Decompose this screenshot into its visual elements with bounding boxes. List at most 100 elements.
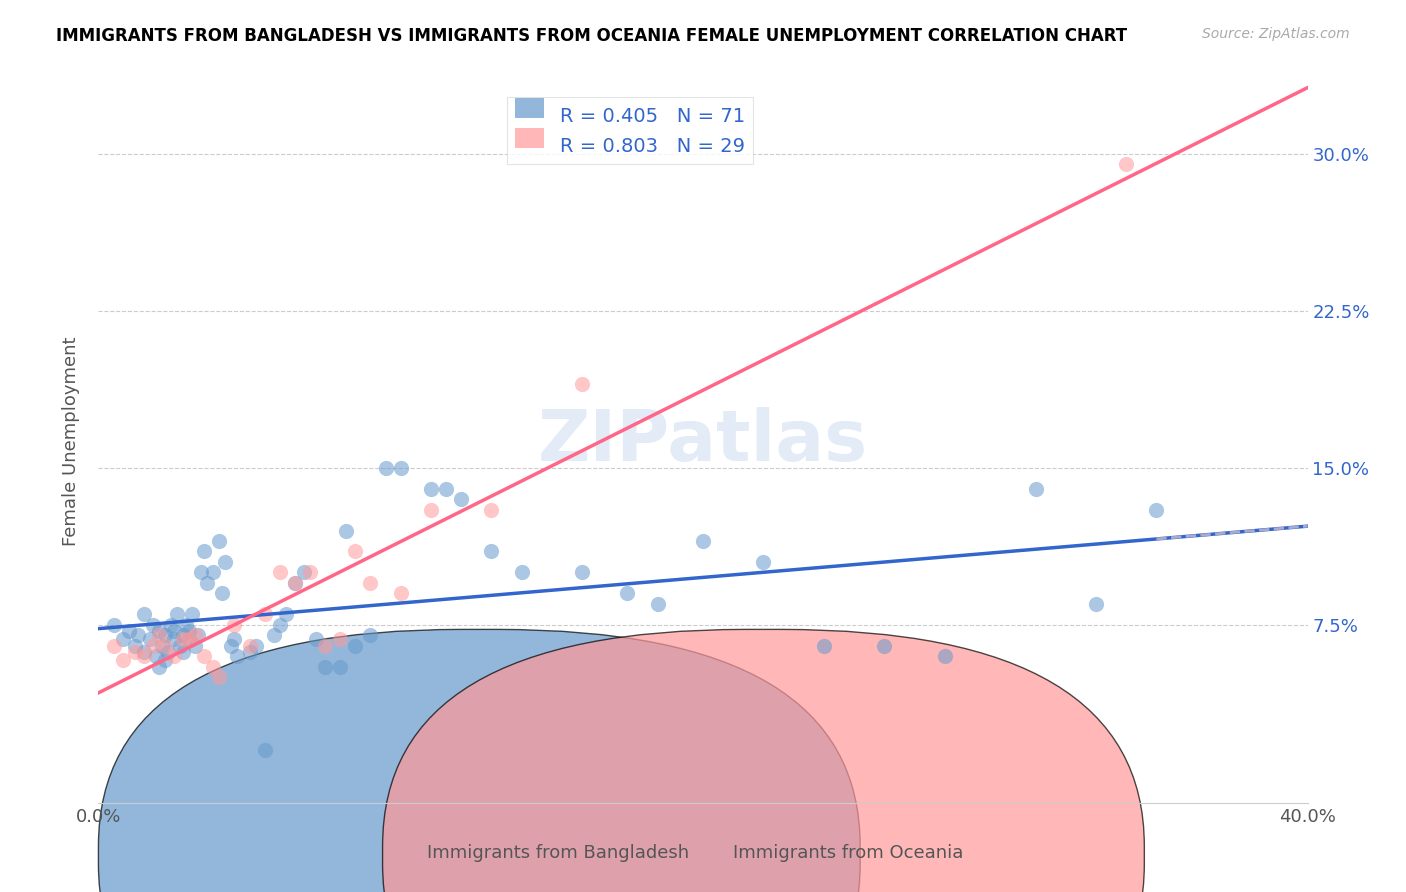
- Point: [195, 575, 218, 590]
- Text: ZIPatlas: ZIPatlas: [538, 407, 868, 476]
- Point: [329, 632, 352, 647]
- Point: [172, 645, 194, 659]
- Point: [450, 492, 472, 507]
- Point: [156, 645, 179, 659]
- Point: [179, 624, 201, 638]
- Point: [179, 632, 201, 647]
- Point: [226, 649, 249, 664]
- Point: [153, 639, 176, 653]
- Point: [142, 639, 165, 653]
- Text: Immigrants from Oceania: Immigrants from Oceania: [733, 845, 963, 863]
- Point: [169, 639, 191, 653]
- Point: [571, 566, 593, 580]
- Point: [103, 617, 125, 632]
- Legend: R = 0.405   N = 71, R = 0.803   N = 29: R = 0.405 N = 71, R = 0.803 N = 29: [508, 97, 752, 163]
- Point: [752, 555, 775, 569]
- Point: [239, 645, 262, 659]
- Point: [103, 639, 125, 653]
- Point: [148, 624, 170, 638]
- Point: [190, 566, 212, 580]
- Point: [360, 628, 382, 642]
- Point: [118, 624, 141, 638]
- Point: [193, 649, 215, 664]
- Point: [132, 645, 155, 659]
- Point: [224, 617, 246, 632]
- Point: [344, 544, 367, 558]
- Point: [305, 632, 328, 647]
- Point: [139, 632, 162, 647]
- Point: [269, 617, 291, 632]
- Point: [813, 639, 835, 653]
- Point: [269, 566, 291, 580]
- Point: [299, 566, 322, 580]
- Point: [1144, 502, 1167, 516]
- Point: [481, 544, 503, 558]
- Point: [239, 639, 262, 653]
- Point: [193, 544, 215, 558]
- Point: [221, 639, 243, 653]
- Point: [172, 632, 194, 647]
- Point: [172, 628, 194, 642]
- Point: [873, 639, 896, 653]
- FancyBboxPatch shape: [382, 630, 1144, 892]
- Point: [284, 575, 307, 590]
- Point: [434, 482, 457, 496]
- Point: [202, 566, 225, 580]
- Point: [160, 617, 183, 632]
- Point: [153, 653, 176, 667]
- Point: [124, 645, 146, 659]
- FancyBboxPatch shape: [98, 630, 860, 892]
- Point: [481, 502, 503, 516]
- Point: [314, 639, 336, 653]
- Point: [647, 597, 669, 611]
- Y-axis label: Female Unemployment: Female Unemployment: [62, 337, 80, 546]
- Point: [184, 639, 207, 653]
- Point: [616, 586, 638, 600]
- Point: [179, 632, 201, 647]
- Point: [314, 659, 336, 673]
- Point: [329, 659, 352, 673]
- Point: [163, 649, 186, 664]
- Point: [284, 575, 307, 590]
- Point: [124, 639, 146, 653]
- Point: [510, 566, 533, 580]
- Point: [187, 628, 209, 642]
- Point: [253, 607, 276, 622]
- Point: [174, 617, 197, 632]
- Point: [184, 628, 207, 642]
- Point: [127, 628, 149, 642]
- Point: [111, 653, 134, 667]
- Point: [132, 649, 155, 664]
- Point: [142, 617, 165, 632]
- Point: [934, 649, 956, 664]
- Point: [163, 624, 186, 638]
- Point: [224, 632, 246, 647]
- Text: Immigrants from Bangladesh: Immigrants from Bangladesh: [427, 845, 689, 863]
- Point: [253, 743, 276, 757]
- Point: [571, 376, 593, 391]
- Point: [389, 460, 412, 475]
- Point: [150, 639, 173, 653]
- Point: [1024, 482, 1046, 496]
- Text: IMMIGRANTS FROM BANGLADESH VS IMMIGRANTS FROM OCEANIA FEMALE UNEMPLOYMENT CORREL: IMMIGRANTS FROM BANGLADESH VS IMMIGRANTS…: [56, 27, 1128, 45]
- Point: [214, 555, 236, 569]
- Point: [374, 460, 396, 475]
- Point: [145, 649, 167, 664]
- Point: [202, 659, 225, 673]
- Point: [1085, 597, 1108, 611]
- Point: [111, 632, 134, 647]
- Point: [389, 586, 412, 600]
- Point: [360, 575, 382, 590]
- Point: [148, 628, 170, 642]
- Point: [245, 639, 267, 653]
- Point: [153, 628, 176, 642]
- Point: [163, 632, 186, 647]
- Point: [335, 524, 357, 538]
- Point: [420, 502, 443, 516]
- Text: Source: ZipAtlas.com: Source: ZipAtlas.com: [1202, 27, 1350, 41]
- Point: [208, 534, 231, 549]
- Point: [132, 607, 155, 622]
- Point: [420, 482, 443, 496]
- Point: [1115, 157, 1137, 171]
- Point: [274, 607, 297, 622]
